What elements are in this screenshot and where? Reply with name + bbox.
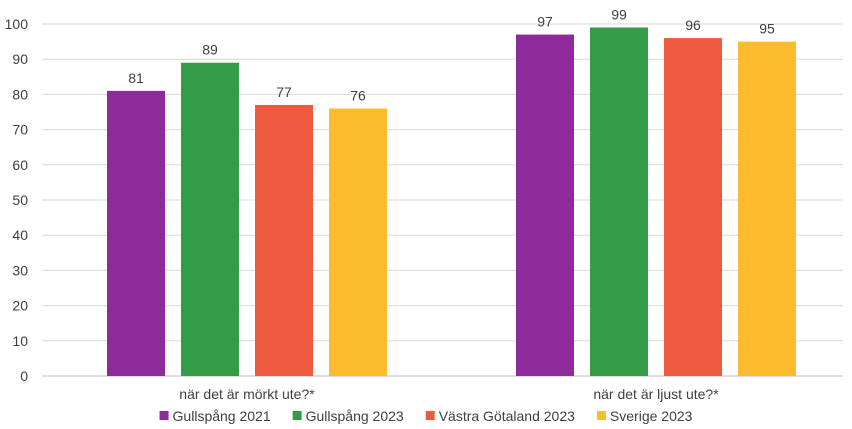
y-tick-label: 0	[20, 368, 28, 384]
legend-label: Västra Götaland 2023	[439, 408, 575, 424]
legend-item: Sverige 2023	[596, 408, 693, 424]
y-tick-label: 80	[12, 86, 28, 102]
bar	[107, 90, 165, 376]
y-tick-label: 40	[12, 227, 28, 243]
y-tick-label: 50	[12, 192, 28, 208]
y-tick-label: 10	[12, 333, 28, 349]
legend: Gullspång 2021 Gullspång 2023 Västra Götal…	[159, 408, 693, 424]
legend-swatch	[159, 411, 169, 420]
data-labels: 81 89 77 76 97 99 96 95	[128, 7, 775, 104]
data-label: 77	[276, 84, 292, 100]
legend-label: Sverige 2023	[610, 408, 693, 424]
legend-item: Gullspång 2023	[292, 408, 404, 424]
data-label: 97	[537, 14, 553, 30]
y-tick-label: 100	[5, 16, 29, 32]
y-tick-label: 30	[12, 262, 28, 278]
legend-swatch	[596, 411, 606, 420]
data-label: 95	[759, 21, 775, 37]
legend-swatch	[292, 411, 302, 420]
data-label: 89	[202, 42, 218, 58]
bar	[738, 41, 796, 376]
y-tick-label: 60	[12, 157, 28, 173]
data-label: 76	[350, 87, 366, 103]
x-category-label: när det är ljust ute?*	[593, 386, 719, 402]
bar	[255, 104, 313, 377]
x-category-label: när det är mörkt ute?*	[179, 386, 315, 402]
legend-label: Gullspång 2023	[306, 408, 404, 424]
data-label: 96	[685, 17, 701, 33]
bar	[181, 62, 239, 376]
bar	[329, 108, 387, 376]
bars	[107, 27, 796, 377]
y-tick-label: 90	[12, 51, 28, 67]
data-label: 99	[611, 7, 627, 23]
bar	[516, 34, 574, 377]
y-tick-label: 70	[12, 122, 28, 138]
y-tick-label: 20	[12, 298, 28, 314]
data-label: 81	[128, 70, 144, 86]
legend-label: Gullspång 2021	[173, 408, 271, 424]
legend-item: Gullspång 2021	[159, 408, 271, 424]
legend-swatch	[425, 411, 435, 420]
bar	[664, 38, 722, 376]
x-axis-categories: när det är mörkt ute?* när det är ljust u…	[179, 386, 719, 402]
legend-item: Västra Götaland 2023	[425, 408, 575, 424]
y-axis-ticks: 0 10 20 30 40 50 60 70 80 90 100	[5, 16, 29, 384]
bar	[590, 27, 648, 377]
